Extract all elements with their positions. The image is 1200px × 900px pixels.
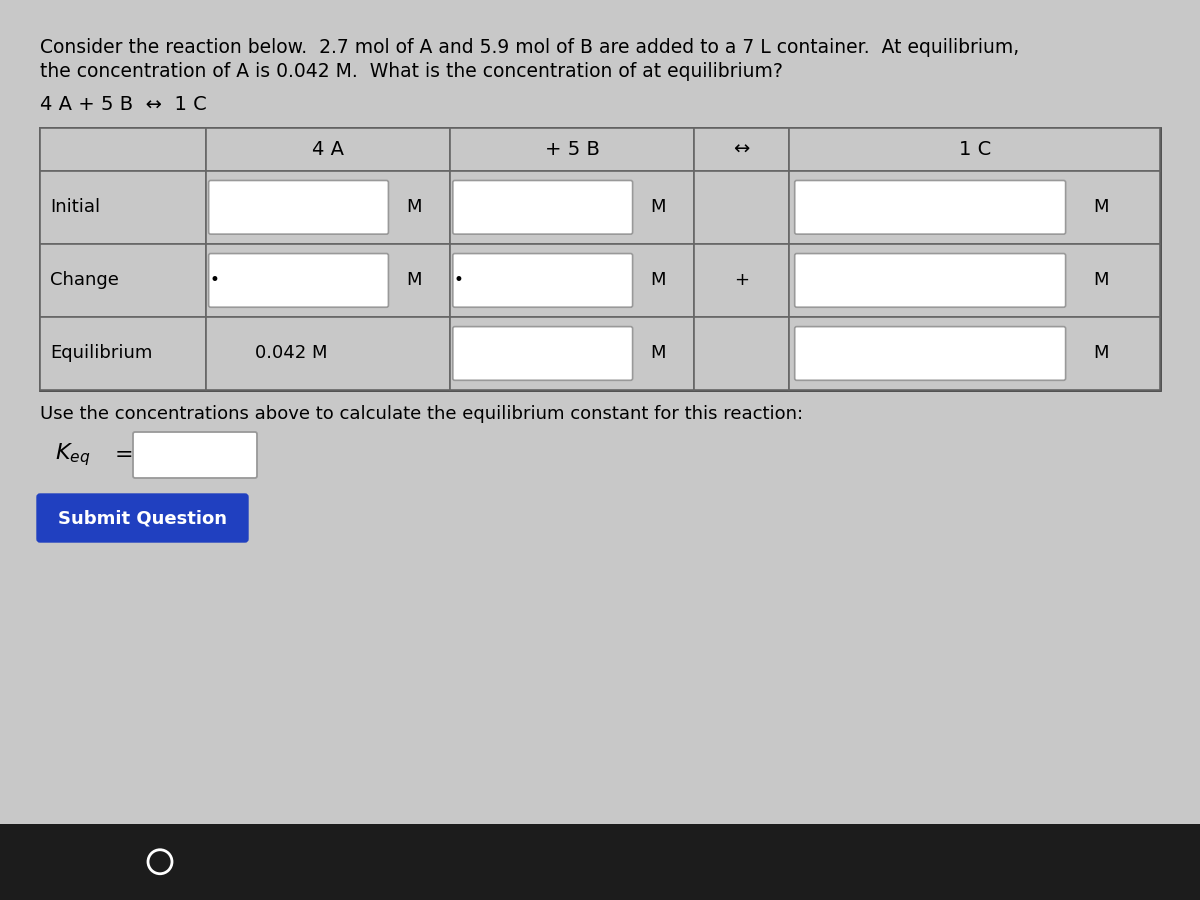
Text: M: M xyxy=(650,198,666,216)
Text: +: + xyxy=(734,272,749,290)
FancyBboxPatch shape xyxy=(209,254,389,307)
FancyBboxPatch shape xyxy=(37,494,248,542)
Bar xyxy=(694,171,790,244)
Bar xyxy=(450,128,694,171)
FancyBboxPatch shape xyxy=(452,327,632,381)
Text: Submit Question: Submit Question xyxy=(58,509,227,527)
Text: 1 C: 1 C xyxy=(959,140,991,159)
Text: 4 A + 5 B  ↔  1 C: 4 A + 5 B ↔ 1 C xyxy=(40,95,206,114)
FancyBboxPatch shape xyxy=(452,181,632,234)
Bar xyxy=(450,171,694,244)
Text: M: M xyxy=(650,272,666,290)
Bar xyxy=(205,128,450,171)
Bar xyxy=(205,244,450,317)
Bar xyxy=(790,244,1160,317)
Text: 0.042 M: 0.042 M xyxy=(254,345,328,363)
Bar xyxy=(40,128,1160,390)
Bar xyxy=(0,824,1200,900)
Text: M: M xyxy=(1093,198,1109,216)
Bar xyxy=(694,128,790,171)
Bar xyxy=(40,244,205,317)
Text: Consider the reaction below.  2.7 mol of A and 5.9 mol of B are added to a 7 L c: Consider the reaction below. 2.7 mol of … xyxy=(40,38,1019,57)
Bar xyxy=(450,244,694,317)
Text: Initial: Initial xyxy=(50,198,100,216)
Text: ↔: ↔ xyxy=(733,140,750,159)
Text: M: M xyxy=(406,198,421,216)
Text: Equilibrium: Equilibrium xyxy=(50,345,152,363)
Text: =: = xyxy=(115,445,133,465)
Bar xyxy=(790,317,1160,390)
Bar xyxy=(790,128,1160,171)
Bar xyxy=(694,317,790,390)
FancyBboxPatch shape xyxy=(209,181,389,234)
Text: •: • xyxy=(454,272,463,290)
Bar xyxy=(205,171,450,244)
Text: Change: Change xyxy=(50,272,119,290)
Text: M: M xyxy=(1093,272,1109,290)
Bar xyxy=(694,244,790,317)
Bar xyxy=(40,317,205,390)
Text: the concentration of A is 0.042 M.  What is the concentration of at equilibrium?: the concentration of A is 0.042 M. What … xyxy=(40,62,782,81)
Bar xyxy=(790,171,1160,244)
Text: M: M xyxy=(650,345,666,363)
Text: M: M xyxy=(1093,345,1109,363)
FancyBboxPatch shape xyxy=(452,254,632,307)
FancyBboxPatch shape xyxy=(133,432,257,478)
Bar xyxy=(40,171,205,244)
Text: $K_{eq}$: $K_{eq}$ xyxy=(55,442,90,468)
Text: 4 A: 4 A xyxy=(312,140,344,159)
Bar xyxy=(450,317,694,390)
FancyBboxPatch shape xyxy=(794,181,1066,234)
Text: + 5 B: + 5 B xyxy=(545,140,600,159)
Text: Use the concentrations above to calculate the equilibrium constant for this reac: Use the concentrations above to calculat… xyxy=(40,405,803,423)
Bar xyxy=(205,317,450,390)
Bar xyxy=(40,128,205,171)
FancyBboxPatch shape xyxy=(794,327,1066,381)
FancyBboxPatch shape xyxy=(794,254,1066,307)
Text: •: • xyxy=(210,272,220,290)
Text: M: M xyxy=(406,272,421,290)
